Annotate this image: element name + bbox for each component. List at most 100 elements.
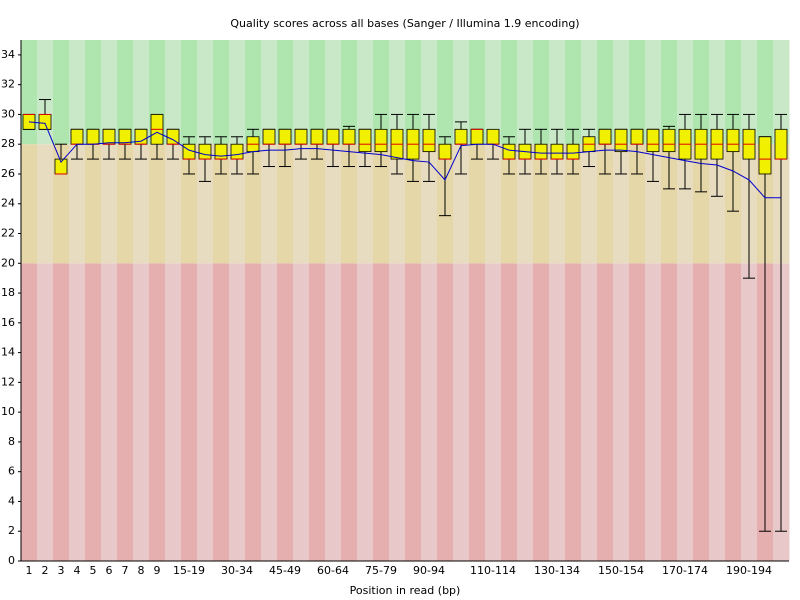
y-tick-label: 20 — [1, 256, 15, 269]
zone-stripe — [197, 263, 214, 561]
zone-stripe — [485, 263, 502, 561]
zone-stripe — [469, 40, 486, 145]
zone-stripe — [485, 144, 502, 264]
zone-stripe — [293, 144, 310, 264]
zone-stripe — [757, 40, 774, 145]
zone-stripe — [325, 144, 342, 264]
box — [758, 136, 772, 175]
zone-stripe — [565, 40, 582, 145]
y-tick-label: 6 — [8, 465, 15, 478]
y-tick-label: 34 — [1, 48, 15, 61]
zone-stripe — [613, 40, 630, 145]
x-tick-label: 170-174 — [662, 564, 708, 577]
box — [454, 128, 468, 145]
zone-stripe — [277, 263, 294, 561]
zone-stripe — [533, 263, 550, 561]
mean-line — [28, 121, 781, 199]
zone-stripe — [101, 40, 118, 145]
x-tick-label: 6 — [106, 564, 113, 577]
zone-stripe — [677, 263, 694, 561]
zone-stripe — [405, 40, 422, 145]
box — [614, 128, 628, 153]
zone-stripe — [69, 40, 86, 145]
zone-stripe — [725, 263, 742, 561]
zone-stripe — [165, 40, 182, 145]
zone-stripe — [661, 144, 678, 264]
zone-stripe — [501, 40, 518, 145]
zone-stripe — [661, 40, 678, 145]
box — [646, 128, 660, 153]
zone-stripe — [37, 263, 54, 561]
zone-stripe — [629, 263, 646, 561]
zone-stripe — [421, 40, 438, 145]
box — [358, 128, 372, 153]
box — [230, 143, 244, 160]
zone-stripe — [21, 263, 38, 561]
zone-stripe — [437, 40, 454, 145]
zone-stripe — [693, 40, 710, 145]
zone-stripe — [581, 144, 598, 264]
zone-stripe — [133, 263, 150, 561]
zone-stripe — [197, 144, 214, 264]
zone-stripe — [69, 144, 86, 264]
zone-stripe — [293, 263, 310, 561]
zone-stripe — [165, 263, 182, 561]
x-tick-label: 60-64 — [317, 564, 349, 577]
zone-stripe — [341, 144, 358, 264]
y-tick-label: 8 — [8, 435, 15, 448]
zone-stripe — [517, 263, 534, 561]
zone-stripe — [709, 144, 726, 264]
zone-stripe — [645, 144, 662, 264]
box — [310, 128, 324, 145]
zone-stripe — [485, 40, 502, 145]
y-tick-label: 12 — [1, 375, 15, 388]
zone-stripe — [389, 263, 406, 561]
y-tick-label: 14 — [1, 346, 15, 359]
zone-stripe — [725, 40, 742, 145]
zone-stripe — [469, 144, 486, 264]
y-tick-label: 24 — [1, 197, 15, 210]
zone-stripe — [437, 263, 454, 561]
zone-stripe — [149, 263, 166, 561]
box — [214, 143, 228, 160]
zone-stripe — [645, 40, 662, 145]
x-tick-label: 3 — [58, 564, 65, 577]
x-tick-label: 45-49 — [269, 564, 301, 577]
y-tick-label: 2 — [8, 524, 15, 537]
box — [438, 143, 452, 160]
zone-stripe — [229, 263, 246, 561]
zone-stripe — [181, 263, 198, 561]
zone-stripe — [629, 40, 646, 145]
box — [38, 114, 52, 130]
zone-stripe — [741, 40, 758, 145]
box — [662, 128, 676, 153]
zone-stripe — [229, 40, 246, 145]
zone-stripe — [421, 263, 438, 561]
zone-stripe — [421, 144, 438, 264]
zone-stripe — [309, 40, 326, 145]
y-tick-label: 28 — [1, 137, 15, 150]
y-tick-label: 30 — [1, 107, 15, 120]
zone-stripe — [69, 263, 86, 561]
zone-stripe — [373, 144, 390, 264]
zone-stripe — [213, 40, 230, 145]
y-tick-label: 18 — [1, 286, 15, 299]
box — [294, 128, 308, 145]
y-tick-label: 4 — [8, 494, 15, 507]
zone-stripe — [549, 40, 566, 145]
zone-stripe — [741, 263, 758, 561]
y-tick-label: 26 — [1, 167, 15, 180]
box — [598, 128, 612, 145]
zone-stripe — [677, 40, 694, 145]
x-tick-label: 150-154 — [598, 564, 644, 577]
zone-stripe — [373, 263, 390, 561]
zone-stripe — [101, 263, 118, 561]
zone-stripe — [149, 144, 166, 264]
box — [502, 143, 516, 160]
box — [342, 128, 356, 145]
y-tick-label: 0 — [8, 554, 15, 567]
zone-stripe — [709, 40, 726, 145]
zone-stripe — [357, 263, 374, 561]
zone-stripe — [117, 263, 134, 561]
